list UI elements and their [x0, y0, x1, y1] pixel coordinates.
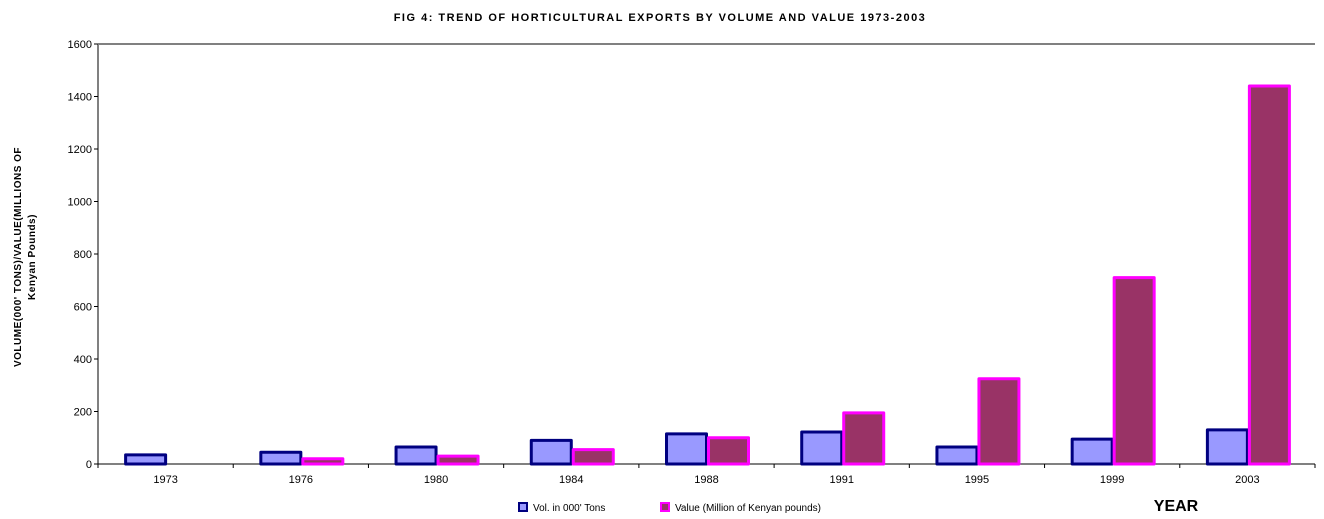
bar-value	[1247, 84, 1291, 466]
x-tick-label: 1991	[829, 474, 853, 486]
legend-item-volume: Vol. in 000' Tons	[518, 502, 605, 514]
bar-volume	[935, 445, 979, 466]
y-tick-label: 1200	[68, 144, 92, 156]
bar-volume	[1205, 428, 1249, 466]
y-tick-label: 600	[74, 302, 92, 314]
y-axis-label-line1: VOLUME(000' TONS)/VALUE(MILLIONS OF	[13, 147, 24, 367]
y-tick-label: 200	[74, 407, 92, 419]
legend-label: Value (Million of Kenyan pounds)	[675, 503, 821, 514]
y-axis-label-line2: Kenyan Pounds)	[27, 214, 38, 300]
legend-item-value: Value (Million of Kenyan pounds)	[660, 502, 821, 514]
x-tick-label: 1995	[965, 474, 989, 486]
legend-label: Vol. in 000' Tons	[533, 503, 605, 514]
bar-volume	[1070, 437, 1114, 466]
legend: Vol. in 000' Tons Value (Million of Kenya…	[518, 502, 821, 514]
x-tick-label: 1988	[694, 474, 718, 486]
bar-value	[842, 411, 886, 466]
y-tick-label: 1600	[68, 39, 92, 51]
plot-area: 0 200 400 600 800 1000 1200 1400 1600 1973 1976 198…	[68, 39, 1316, 486]
x-tick-label: 1976	[289, 474, 313, 486]
bar-value	[707, 436, 750, 466]
bar-value	[977, 377, 1021, 466]
x-tick-label: 2003	[1235, 474, 1259, 486]
y-tick-label: 1400	[68, 92, 92, 104]
chart-title: FIG 4: TREND OF HORTICULTURAL EXPORTS BY…	[394, 12, 927, 24]
bar-volume	[529, 438, 573, 466]
y-tick-label: 1000	[68, 197, 92, 209]
x-axis-label: YEAR	[1154, 498, 1199, 515]
bar-volume	[124, 453, 168, 466]
bar-value	[1112, 276, 1156, 466]
y-tick-label: 400	[74, 354, 92, 366]
bar-volume	[665, 432, 708, 466]
x-tick-label: 1973	[153, 474, 177, 486]
legend-swatch	[660, 502, 670, 512]
bar-value	[436, 454, 480, 466]
x-tick-label: 1984	[559, 474, 583, 486]
legend-swatch	[518, 502, 528, 512]
x-tick-label: 1999	[1100, 474, 1124, 486]
y-tick-label: 0	[86, 459, 92, 471]
bar-volume	[259, 450, 303, 466]
x-tick-label: 1980	[424, 474, 448, 486]
bar-value	[301, 457, 345, 466]
bar-volume	[394, 445, 438, 466]
y-tick-label: 800	[74, 249, 92, 261]
bar-value	[571, 448, 615, 466]
bar-volume	[800, 430, 844, 466]
y-axis-label: VOLUME(000' TONS)/VALUE(MILLIONS OF Keny…	[13, 147, 38, 367]
